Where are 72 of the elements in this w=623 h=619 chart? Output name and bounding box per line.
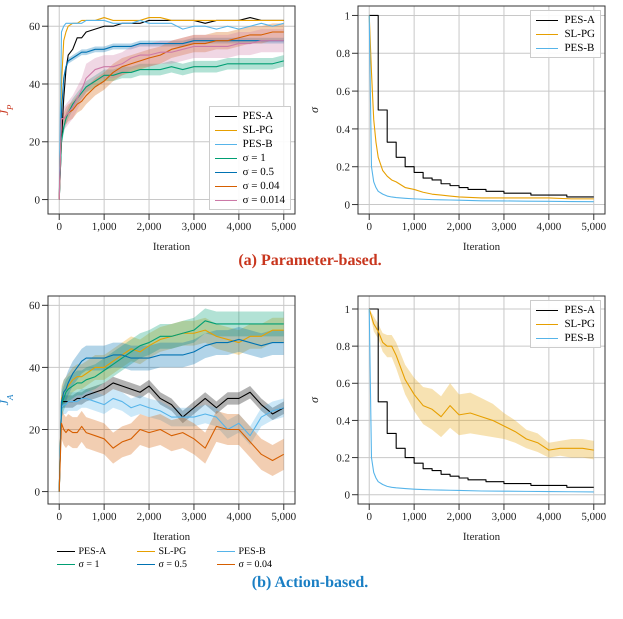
x-tick-label: 5,000 xyxy=(581,510,607,523)
x-tick-label: 0 xyxy=(366,220,372,233)
x-tick-label: 2,000 xyxy=(446,510,472,523)
y-axis-title: σ xyxy=(307,106,321,113)
legend-label: σ = 0.014 xyxy=(242,193,285,207)
x-tick-label: 0 xyxy=(56,510,62,523)
legend-label: σ = 0.04 xyxy=(242,179,280,193)
y-tick-label: 0 xyxy=(34,194,40,206)
legend-label: PES-A xyxy=(78,545,106,558)
x-axis-title: Iteration xyxy=(152,531,191,543)
legend-label: σ = 0.5 xyxy=(158,558,188,571)
x-tick-label: 5,000 xyxy=(271,510,297,523)
x-axis-title: Iteration xyxy=(462,241,501,253)
y-tick-label: 60 xyxy=(29,300,40,312)
y-tick-label: 1 xyxy=(344,304,350,316)
legend-label: SL-PG xyxy=(158,545,186,558)
x-axis-title: Iteration xyxy=(462,531,501,543)
y-tick-label: 40 xyxy=(29,78,40,91)
y-tick-label: 0.4 xyxy=(336,124,350,136)
y-tick-label: 0.2 xyxy=(336,452,350,464)
y-tick-label: 0 xyxy=(34,486,40,498)
legend-label: PES-B xyxy=(564,41,594,55)
y-tick-label: 0.4 xyxy=(336,415,350,428)
legend-label: PES-B xyxy=(238,545,266,558)
legend-label: PES-B xyxy=(564,331,594,345)
x-tick-label: 1,000 xyxy=(92,510,118,523)
y-tick-label: 0 xyxy=(344,490,350,502)
x-tick-label: 1,000 xyxy=(402,510,428,523)
text: (a) Parameter-based. xyxy=(237,252,383,270)
x-tick-label: 1,000 xyxy=(92,220,118,233)
x-tick-label: 5,000 xyxy=(581,220,607,233)
legend-label: PES-A xyxy=(242,109,274,123)
x-tick-label: 3,000 xyxy=(182,510,207,523)
x-tick-label: 4,000 xyxy=(226,220,252,233)
legend-label: PES-A xyxy=(564,13,595,27)
y-tick-label: 0 xyxy=(344,199,350,212)
legend-label: σ = 0.5 xyxy=(242,165,274,179)
y-tick-label: 40 xyxy=(29,362,40,374)
legend-label: SL-PG xyxy=(564,317,595,331)
x-tick-label: 2,000 xyxy=(136,510,162,523)
x-tick-label: 5,000 xyxy=(271,220,297,233)
y-tick-label: 20 xyxy=(29,136,40,149)
legend-label: PES-A xyxy=(564,303,595,317)
x-axis-title: Iteration xyxy=(152,241,191,253)
x-tick-label: 0 xyxy=(366,510,372,523)
y-tick-label: 60 xyxy=(29,21,40,34)
legend-label: SL-PG xyxy=(242,123,274,137)
x-tick-label: 1,000 xyxy=(402,220,428,233)
y-tick-label: 0.8 xyxy=(336,48,350,60)
legend-label: σ = 1 xyxy=(78,558,100,571)
y-tick-label: 1 xyxy=(344,10,350,22)
text: (b) Action-based. xyxy=(250,574,370,592)
y-tick-label: 0.2 xyxy=(336,162,350,174)
x-tick-label: 4,000 xyxy=(536,220,562,233)
x-tick-label: 2,000 xyxy=(136,220,162,233)
x-tick-label: 4,000 xyxy=(536,510,562,523)
y-axis-title: σ xyxy=(307,396,321,403)
y-tick-label: 0.6 xyxy=(336,378,350,390)
x-tick-label: 0 xyxy=(56,220,62,233)
legend-label: σ = 1 xyxy=(242,151,266,165)
x-tick-label: 3,000 xyxy=(492,220,517,233)
x-tick-label: 4,000 xyxy=(226,510,252,523)
y-tick-label: 0.6 xyxy=(336,86,350,98)
y-tick-label: 20 xyxy=(29,424,40,436)
y-tick-label: 0.8 xyxy=(336,341,350,354)
line-series xyxy=(58,422,284,492)
legend-label: PES-B xyxy=(242,137,273,151)
x-tick-label: 3,000 xyxy=(182,220,207,233)
x-tick-label: 3,000 xyxy=(492,510,517,523)
legend-label: σ = 0.04 xyxy=(238,558,272,571)
x-tick-label: 2,000 xyxy=(446,220,472,233)
legend-label: SL-PG xyxy=(564,27,595,41)
